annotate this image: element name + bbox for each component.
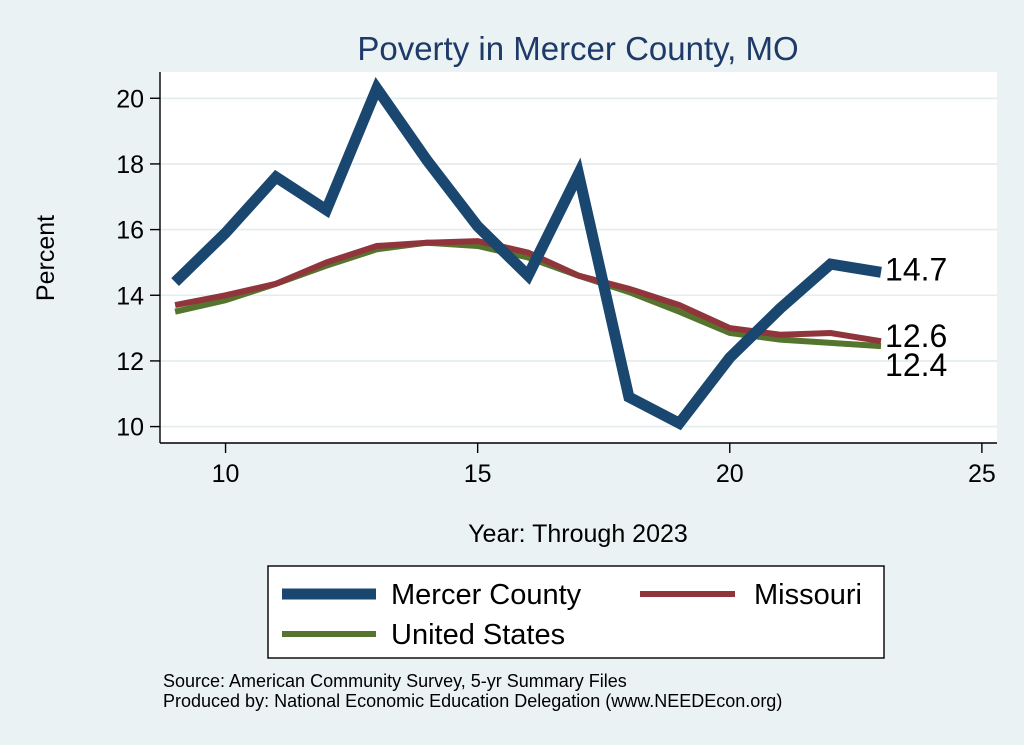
y-tick-label: 10 — [116, 414, 144, 442]
x-tick-label: 20 — [716, 460, 744, 488]
y-tick-label: 14 — [116, 282, 144, 310]
x-axis-label: Year: Through 2023 — [468, 520, 688, 548]
y-tick-label: 12 — [116, 348, 144, 376]
plot-area — [160, 72, 997, 443]
source-text: Source: American Community Survey, 5-yr … — [163, 671, 627, 691]
legend: Mercer County Missouri United States — [282, 579, 862, 651]
legend-box — [267, 565, 885, 659]
chart-title: Poverty in Mercer County, MO — [357, 30, 798, 67]
x-tick-label: 15 — [464, 460, 492, 488]
series-line-missouri — [174, 238, 882, 345]
y-tick-label: 16 — [116, 217, 144, 245]
x-tick-label: 10 — [212, 460, 240, 488]
axis-ticks: 10 12 14 16 18 20 10 15 20 25 — [116, 85, 996, 488]
end-label-united-states: 12.4 — [885, 347, 947, 383]
series-line-mercer-county — [171, 77, 882, 431]
x-tick-label: 25 — [968, 460, 996, 488]
y-tick-label: 20 — [116, 85, 144, 113]
legend-label-missouri: Missouri — [754, 579, 862, 611]
y-tick-label: 18 — [116, 151, 144, 179]
end-labels: 14.7 12.612.4 — [885, 251, 947, 383]
source-notes: Source: American Community Survey, 5-yr … — [163, 671, 782, 711]
produced-by-text: Produced by: National Economic Education… — [163, 691, 783, 711]
end-label-missouri: 12.6 — [885, 318, 947, 354]
series-lines — [171, 77, 882, 431]
end-label-mercer-county: 14.7 — [885, 251, 947, 287]
legend-label-mercer-county: Mercer County — [391, 579, 582, 611]
legend-label-united-states: United States — [391, 619, 565, 651]
y-axis-label: Percent — [32, 215, 60, 301]
